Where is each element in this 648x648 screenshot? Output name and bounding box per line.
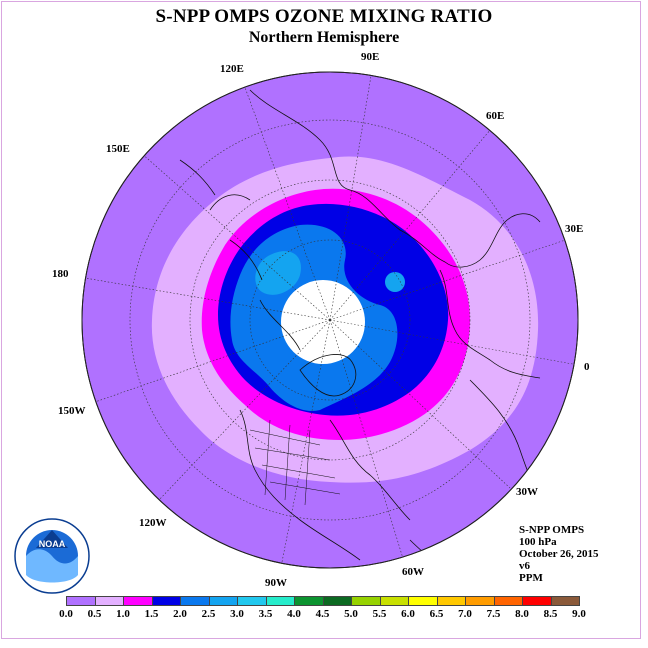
coast-asia [249,89,541,268]
legend-tick-label: 7.5 [486,608,501,620]
lon-label-30w: 30W [516,486,538,498]
legend-tick-label: 2.0 [173,608,187,620]
legend-swatch [351,596,381,606]
legend-swatch [322,596,352,606]
legend-swatch [408,596,438,606]
legend-tick-label: 2.5 [201,608,216,620]
legend-swatch [550,596,580,606]
coast-north-america [239,409,361,561]
lon-label-120e: 120E [220,63,244,75]
legend-tick-label: 6.5 [429,608,444,620]
legend-swatch [465,596,495,606]
map-subtitle: Northern Hemisphere [248,29,400,46]
contour-2-5 [255,251,301,295]
legend-swatch [208,596,238,606]
legend-swatch [379,596,409,606]
coast-europe [439,269,541,379]
legend-swatch [123,596,153,606]
legend-tick-label: 8.5 [543,608,558,620]
noaa-logo: NOAA [14,518,90,594]
map-title: S-NPP OMPS OZONE MIXING RATIO [155,6,493,27]
lon-label-60e: 60E [486,110,505,122]
noaa-logo-text: NOAA [39,539,66,549]
legend-swatch [66,596,96,606]
legend-tick-label: 5.5 [372,608,387,620]
lon-label-0: 0 [584,361,590,373]
legend-swatch [237,596,267,606]
legend-swatch [265,596,295,606]
legend-tick-label: 8.0 [515,608,529,620]
plot-frame [1,1,641,639]
lon-label-90w: 90W [265,577,287,589]
lon-label-90e: 90E [361,51,380,63]
legend-tick-label: 0.0 [59,608,73,620]
lon-label-60w: 60W [402,566,424,578]
legend-swatch [522,596,552,606]
info-block: S-NPP OMPS 100 hPa October 26, 2015 v6 P… [519,524,599,584]
legend-swatch [151,596,181,606]
lon-label-150w: 150W [58,405,86,417]
coast-east-na [329,419,411,521]
info-date: October 26, 2015 [519,548,599,560]
legend-tick-label: 4.5 [315,608,330,620]
polar-gap [281,280,365,364]
legend-tick-label: 0.5 [87,608,102,620]
legend-swatch [94,596,124,606]
info-instrument: S-NPP OMPS [519,524,585,536]
info-version: v6 [519,560,530,572]
lon-label-120w: 120W [139,517,167,529]
legend-swatch [180,596,210,606]
coast-greenland [299,354,357,397]
legend-swatch [294,596,324,606]
legend-tick-label: 3.5 [258,608,273,620]
legend-tick-label: 3.0 [230,608,244,620]
legend-tick-label: 5.0 [344,608,358,620]
legend-tick-label: 9.0 [572,608,586,620]
legend-tick-label: 1.5 [144,608,159,620]
coast-kamchatka [179,159,251,211]
legend-tick-label: 6.0 [401,608,415,620]
legend-swatch [493,596,523,606]
coast-arctic-islands [229,239,301,351]
legend-tick-label: 7.0 [458,608,472,620]
contour-2-5-b [385,272,405,292]
lon-label-180: 180 [52,268,69,280]
info-pressure-level: 100 hPa [519,536,557,548]
legend-tick-label: 1.0 [116,608,130,620]
lon-label-150e: 150E [106,143,130,155]
info-units: PPM [519,572,543,584]
legend-swatch [436,596,466,606]
legend-tick-label: 4.0 [287,608,301,620]
lon-label-30e: 30E [565,223,584,235]
